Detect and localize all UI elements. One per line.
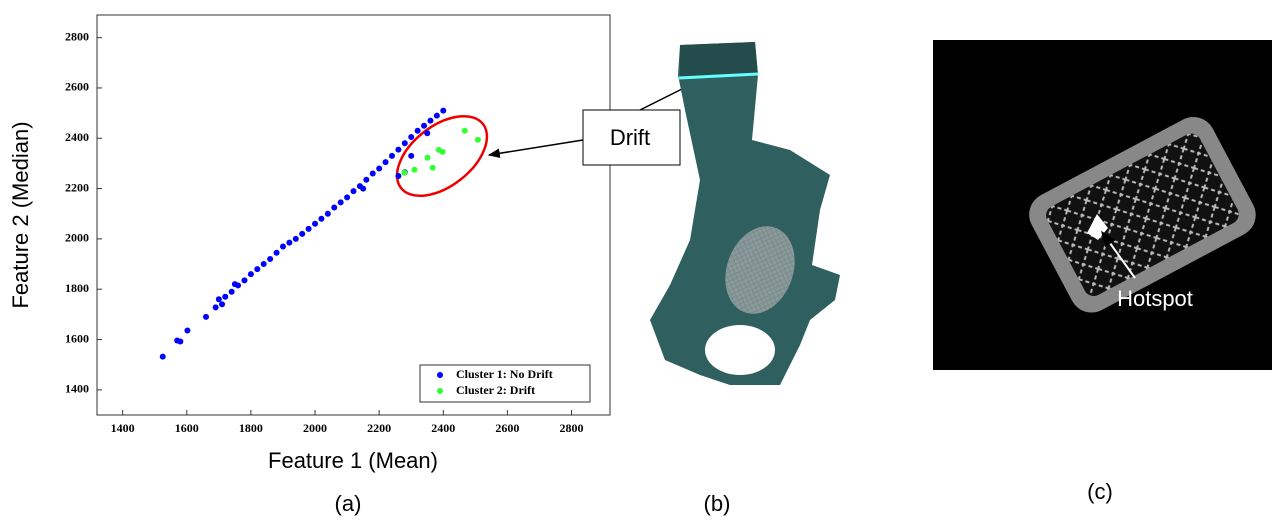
drift-box bbox=[582, 109, 681, 166]
point bbox=[429, 164, 436, 171]
point bbox=[222, 293, 229, 300]
point bbox=[369, 170, 376, 177]
arrow bbox=[487, 139, 584, 159]
y-tick-label: 2000 bbox=[65, 231, 89, 245]
point bbox=[363, 176, 370, 183]
point bbox=[414, 127, 421, 134]
y-tick-label: 1600 bbox=[65, 331, 89, 345]
y-tick-label: 1800 bbox=[65, 281, 89, 295]
point bbox=[231, 281, 238, 288]
point bbox=[286, 239, 293, 246]
point bbox=[241, 277, 248, 284]
point bbox=[324, 210, 331, 217]
point bbox=[376, 165, 383, 172]
x-tick-label: 1800 bbox=[239, 421, 263, 435]
arrow bbox=[1101, 230, 1136, 279]
point bbox=[440, 107, 447, 114]
point bbox=[260, 261, 267, 268]
drift-ellipse bbox=[395, 114, 489, 198]
point bbox=[421, 122, 428, 129]
point bbox=[254, 266, 261, 273]
point bbox=[273, 249, 280, 256]
legend-marker bbox=[437, 388, 443, 394]
point bbox=[331, 204, 338, 211]
x-tick-label: 2400 bbox=[431, 421, 455, 435]
point bbox=[439, 148, 446, 155]
part-image bbox=[650, 42, 840, 385]
point bbox=[292, 235, 299, 242]
point bbox=[408, 134, 415, 141]
point bbox=[424, 130, 431, 137]
point bbox=[203, 313, 210, 320]
point bbox=[184, 327, 191, 334]
point bbox=[401, 140, 408, 147]
panel-label: (c) bbox=[1087, 479, 1113, 504]
y-tick-label: 2200 bbox=[65, 180, 89, 194]
x-axis-label: Feature 1 (Mean) bbox=[268, 448, 438, 473]
ct-image bbox=[933, 40, 1272, 370]
legend-marker bbox=[437, 372, 443, 378]
point bbox=[408, 152, 415, 159]
panel-label: (a) bbox=[335, 491, 362, 516]
point bbox=[219, 301, 226, 308]
x-tick-label: 2200 bbox=[367, 421, 391, 435]
point bbox=[228, 288, 235, 295]
point bbox=[267, 256, 274, 263]
y-tick-label: 2600 bbox=[65, 80, 89, 94]
y-tick-label: 2800 bbox=[65, 29, 89, 43]
point bbox=[318, 215, 325, 222]
point bbox=[177, 338, 184, 345]
y-tick-label: 2400 bbox=[65, 130, 89, 144]
x-tick-label: 2600 bbox=[495, 421, 519, 435]
drift-label: Drift bbox=[610, 125, 650, 150]
point bbox=[212, 304, 219, 311]
point bbox=[395, 146, 402, 153]
point bbox=[401, 169, 408, 176]
point bbox=[247, 271, 254, 278]
point bbox=[215, 296, 222, 303]
x-tick-label: 1600 bbox=[175, 421, 199, 435]
point bbox=[350, 188, 357, 195]
point bbox=[337, 199, 344, 206]
point bbox=[344, 194, 351, 201]
hotspot-label: Hotspot bbox=[1117, 286, 1193, 311]
y-tick-label: 1400 bbox=[65, 382, 89, 396]
point bbox=[299, 230, 306, 237]
legend-label: Cluster 2: Drift bbox=[456, 383, 535, 397]
y-axis-label: Feature 2 (Median) bbox=[8, 121, 33, 308]
point bbox=[395, 173, 402, 180]
legend-box bbox=[419, 364, 591, 403]
point bbox=[305, 225, 312, 232]
point bbox=[159, 353, 166, 360]
point bbox=[427, 117, 434, 124]
point bbox=[388, 152, 395, 159]
x-tick-label: 2800 bbox=[560, 421, 584, 435]
point bbox=[411, 166, 418, 173]
plot-area bbox=[96, 14, 611, 416]
point bbox=[312, 220, 319, 227]
x-tick-label: 1400 bbox=[111, 421, 135, 435]
point bbox=[474, 136, 481, 143]
point bbox=[461, 127, 468, 134]
panel-label: (b) bbox=[704, 491, 731, 516]
x-tick-label: 2000 bbox=[303, 421, 327, 435]
point bbox=[279, 243, 286, 250]
legend-label: Cluster 1: No Drift bbox=[456, 367, 553, 381]
point bbox=[433, 112, 440, 119]
point bbox=[382, 159, 389, 166]
point bbox=[360, 185, 367, 192]
point bbox=[424, 154, 431, 161]
